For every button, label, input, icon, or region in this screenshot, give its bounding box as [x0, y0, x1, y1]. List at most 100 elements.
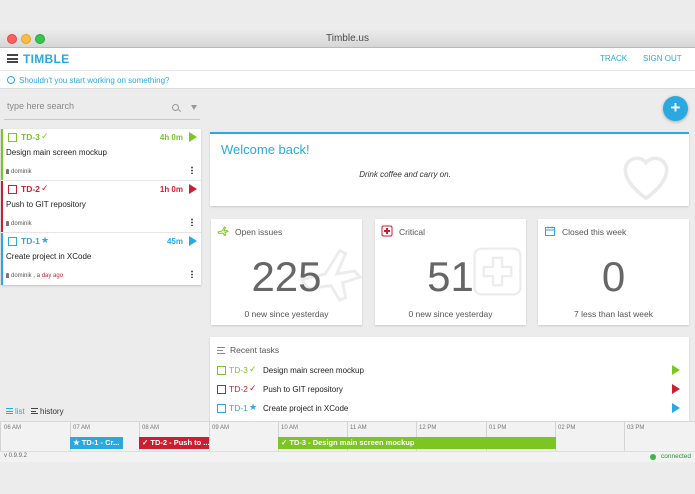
play-icon[interactable]: [189, 132, 197, 142]
task-meta: dominik: [6, 221, 32, 227]
task-checkbox[interactable]: [8, 133, 17, 142]
stat-card-closed-this-week[interactable]: Closed this week 0 7 less than last week: [538, 219, 689, 325]
play-icon[interactable]: [672, 384, 680, 394]
connection-status: connected: [661, 453, 691, 460]
star-icon: ★: [249, 402, 258, 412]
recent-tasks-card: Recent tasks TD-3 ✓ Design main screen m…: [210, 337, 689, 427]
task-checkbox[interactable]: [217, 366, 226, 375]
task-card[interactable]: TD-1 ★ 45m Create project in XCode domin…: [1, 233, 201, 285]
task-checkbox[interactable]: [217, 404, 226, 413]
task-id: TD-2: [229, 384, 248, 394]
recent-task-row[interactable]: TD-1 ★ Create project in XCode: [217, 401, 682, 417]
list-icon: [217, 347, 225, 354]
timeline-tick: [624, 422, 625, 451]
timeline-bar-td-2[interactable]: ✓ TD-2 - Push to ...: [139, 437, 209, 449]
sidebar: TD-3 ✓ 4h 0m Design main screen mockup d…: [0, 89, 203, 422]
status-bar: v 0.9.9.2 connected: [0, 451, 695, 462]
timeline[interactable]: 06 AM 07 AM 08 AM 09 AM 10 AM 11 AM 12 P…: [0, 421, 695, 451]
history-icon: [31, 408, 39, 414]
timeline-hour-label: 02 PM: [558, 425, 576, 431]
timeline-tick: [278, 422, 279, 451]
more-vert-icon[interactable]: [191, 166, 193, 174]
window-maximize-button[interactable]: [35, 34, 45, 44]
stat-subtext: 0 new since yesterday: [244, 309, 329, 319]
task-checkbox[interactable]: [8, 185, 17, 194]
add-task-button[interactable]: +: [663, 96, 688, 121]
play-icon[interactable]: [672, 403, 680, 413]
filter-icon[interactable]: [191, 105, 197, 110]
stat-value: 51: [427, 253, 474, 300]
play-icon[interactable]: [672, 365, 680, 375]
stat-label: Critical: [399, 227, 425, 237]
window-close-button[interactable]: [7, 34, 17, 44]
first-aid-icon: [381, 225, 393, 237]
menu-icon[interactable]: [7, 54, 18, 63]
timeline-tick: [70, 422, 71, 451]
task-card[interactable]: TD-3 ✓ 4h 0m Design main screen mockup d…: [1, 129, 201, 181]
welcome-subtitle: Drink coffee and carry on.: [359, 170, 451, 179]
list-icon: [6, 408, 13, 414]
recent-task-row[interactable]: TD-3 ✓ Design main screen mockup: [217, 363, 682, 379]
check-icon: ✓: [41, 183, 49, 193]
stat-card-critical[interactable]: Critical 51 0 new since yesterday: [375, 219, 526, 325]
task-id: TD-3: [21, 132, 40, 142]
task-user: dominik: [11, 273, 32, 279]
task-meta: dominik , a day ago: [6, 273, 63, 279]
search-underline: [4, 119, 200, 120]
timeline-hour-label: 12 PM: [419, 425, 437, 431]
more-vert-icon[interactable]: [191, 270, 193, 278]
window-titlebar: Timble.us: [0, 30, 695, 48]
recent-task-row[interactable]: TD-2 ✓ Push to GIT repository: [217, 382, 682, 398]
hint-text[interactable]: Shouldn't you start working on something…: [19, 76, 170, 85]
user-icon: [6, 169, 9, 174]
play-icon[interactable]: [189, 184, 197, 194]
calendar-icon: [545, 226, 555, 236]
task-title: Push to GIT repository: [263, 385, 343, 394]
nav-track-link[interactable]: TRACK: [600, 54, 628, 63]
task-id: TD-1: [229, 403, 248, 413]
task-title: Design main screen mockup: [263, 366, 364, 375]
task-id: TD-3: [229, 365, 248, 375]
list-view-button[interactable]: list: [15, 407, 25, 416]
timeline-hour-label: 10 AM: [281, 425, 299, 431]
search-icon[interactable]: [172, 104, 179, 111]
window-title: Timble.us: [326, 33, 369, 44]
timeline-tick: [347, 422, 348, 451]
timeline-bar-td-3[interactable]: ✓ TD-3 - Design main screen mockup: [278, 437, 556, 449]
timeline-hour-label: 09 AM: [212, 425, 230, 431]
timeline-tick: [0, 422, 1, 451]
timeline-hour-label: 11 AM: [350, 425, 367, 431]
task-card[interactable]: TD-2 ✓ 1h 0m Push to GIT repository domi…: [1, 181, 201, 233]
airplane-icon: [299, 248, 362, 303]
window-minimize-button[interactable]: [21, 34, 31, 44]
task-user: dominik: [11, 169, 32, 175]
more-vert-icon[interactable]: [191, 218, 193, 226]
stat-label: Closed this week: [562, 227, 627, 237]
check-icon: ✓: [249, 364, 257, 374]
plug-icon: [650, 454, 656, 460]
task-time: 45m: [166, 237, 183, 246]
task-title: Design main screen mockup: [6, 148, 107, 157]
stat-subtext: 0 new since yesterday: [408, 309, 493, 319]
nav-sign-out-link[interactable]: SIGN OUT: [643, 54, 682, 63]
history-view-button[interactable]: history: [40, 407, 64, 416]
task-checkbox[interactable]: [8, 237, 17, 246]
timeline-tick: [416, 422, 417, 451]
user-icon: [6, 221, 9, 226]
task-id: TD-1: [21, 236, 40, 246]
task-color-stripe: [1, 233, 3, 285]
task-checkbox[interactable]: [217, 385, 226, 394]
timeline-bar-td-1[interactable]: ★ TD-1 - Cr...: [70, 437, 123, 449]
timeline-tick: [555, 422, 556, 451]
user-icon: [6, 273, 9, 278]
search-input[interactable]: [7, 101, 167, 111]
stat-card-open-issues[interactable]: Open issues 225 0 new since yesterday: [211, 219, 362, 325]
task-title: Push to GIT repository: [6, 200, 86, 209]
check-icon: ✓: [249, 383, 257, 393]
first-aid-icon: [473, 247, 522, 296]
heart-icon: [623, 156, 669, 201]
task-color-stripe: [1, 129, 3, 180]
play-icon[interactable]: [189, 236, 197, 246]
timeline-tick: [139, 422, 140, 451]
task-time: 4h 0m: [159, 133, 183, 142]
